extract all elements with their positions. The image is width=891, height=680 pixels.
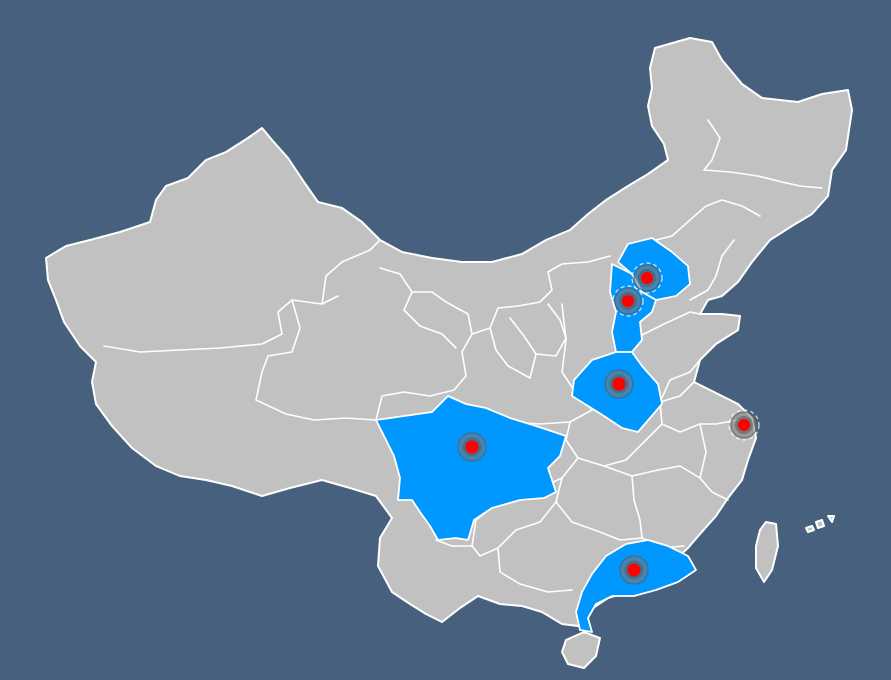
hainan[interactable]: [561, 631, 601, 669]
region-sichuan[interactable]: [375, 395, 567, 541]
marker-henan[interactable]: [604, 369, 634, 399]
marker-shanghai[interactable]: [728, 409, 760, 441]
island-3: [827, 515, 835, 523]
island-1: [805, 525, 815, 533]
marker-hebei[interactable]: [612, 285, 644, 317]
island-2: [815, 519, 825, 529]
marker-guangdong[interactable]: [619, 555, 649, 585]
taiwan[interactable]: [755, 521, 779, 583]
region-guangdong[interactable]: [575, 539, 697, 633]
mainland[interactable]: [45, 37, 853, 627]
marker-sichuan[interactable]: [457, 432, 487, 462]
marker-beijing[interactable]: [631, 262, 663, 294]
